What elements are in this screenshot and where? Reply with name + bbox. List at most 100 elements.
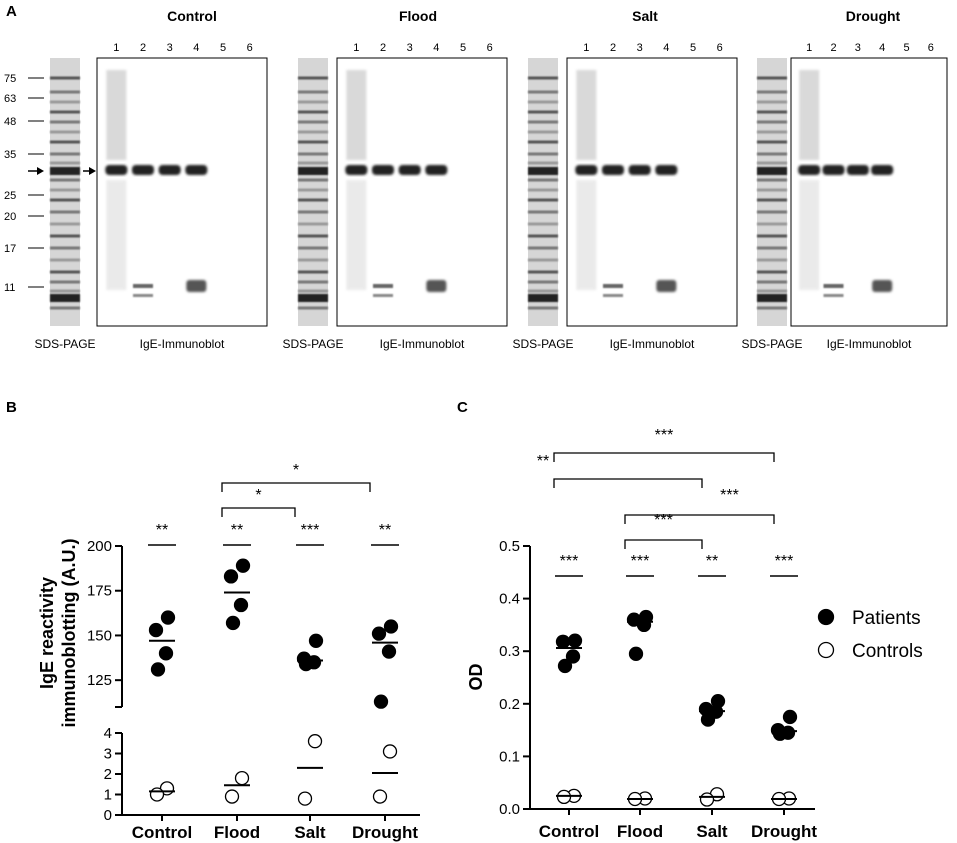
- sds-band: [757, 76, 787, 80]
- lane-number-3: 3: [637, 42, 643, 54]
- sds-band: [757, 289, 787, 293]
- sds-band: [50, 188, 80, 192]
- sds-band: [757, 294, 787, 302]
- b-patients-point: [235, 558, 251, 573]
- b-x-label-flood: Flood: [214, 823, 260, 842]
- sds-band: [528, 294, 558, 302]
- blot-band-main: [185, 165, 208, 175]
- sds-band: [757, 306, 787, 310]
- sds-band: [757, 100, 787, 104]
- lane-number-1: 1: [806, 42, 812, 54]
- sds-band: [298, 188, 328, 192]
- c-x-label-drought: Drought: [751, 822, 817, 841]
- gel-panel-flood: Flood SDS-PAGE IgE-Immunoblot 1 2 3 4 5 6: [282, 8, 508, 351]
- blot-label: IgE-Immunoblot: [380, 337, 465, 351]
- sds-band: [298, 210, 328, 214]
- sds-lane: [528, 58, 558, 326]
- sds-band: [528, 100, 558, 104]
- c-x-label-salt: Salt: [696, 822, 728, 841]
- panel-c-chart: C 0.0 0.1 0.2 0.3 0.4 0.5 Control Flood Salt Drou…: [457, 399, 923, 841]
- sds-band: [50, 234, 80, 238]
- b-controls-point: [297, 791, 313, 806]
- sds-band: [50, 289, 80, 293]
- sds-label: SDS-PAGE: [34, 337, 95, 351]
- b-sig-bracket: [221, 507, 296, 517]
- sds-band: [528, 152, 558, 156]
- sds-band: [50, 152, 80, 156]
- sds-band: [298, 270, 328, 274]
- c-patients-point: [555, 634, 571, 649]
- sds-band: [528, 178, 558, 182]
- c-sig-bracket: [553, 452, 775, 462]
- sds-band: [50, 280, 80, 284]
- lane-number-4: 4: [663, 42, 669, 54]
- blot-smear: [799, 180, 820, 290]
- b-sig-bracket: [221, 482, 371, 492]
- lane-number-3: 3: [407, 42, 413, 54]
- b-patients-point: [158, 646, 174, 661]
- blot-band-main: [132, 165, 154, 175]
- sds-band: [298, 280, 328, 284]
- sds-band: [528, 161, 558, 165]
- sds-band: [50, 210, 80, 214]
- c-sig-label: ***: [560, 553, 579, 570]
- b-tick-label-3: 3: [104, 746, 112, 763]
- gel-panel-drought: Drought SDS-PAGE IgE-Immunoblot 1 2 3 4 5 6: [741, 8, 948, 351]
- panel-c-ylabel: OD: [466, 663, 486, 690]
- b-patients-point: [233, 597, 249, 613]
- c-sig-label: ***: [775, 553, 794, 570]
- blot-band-low: [872, 280, 893, 292]
- sds-band: [757, 222, 787, 226]
- sds-band: [50, 90, 80, 94]
- b-controls-point: [372, 789, 388, 804]
- sds-band: [528, 120, 558, 124]
- sds-band: [757, 178, 787, 182]
- lane-number-4: 4: [433, 42, 439, 54]
- b-sig-label: **: [156, 522, 168, 539]
- c-tick-label-0.5: 0.5: [499, 538, 520, 555]
- marker-label-48: 48: [4, 116, 16, 128]
- sds-band: [757, 280, 787, 284]
- sds-band: [757, 90, 787, 94]
- c-sig-label: ***: [720, 487, 739, 504]
- blot-label: IgE-Immunoblot: [140, 337, 225, 351]
- c-sig-label: ***: [655, 427, 674, 444]
- sds-band: [757, 210, 787, 214]
- blot-band-main: [655, 165, 678, 175]
- lane-number-2: 2: [610, 42, 616, 54]
- b-patients-point: [373, 694, 389, 709]
- sds-band: [757, 234, 787, 238]
- marker-label-11: 11: [4, 282, 15, 294]
- b-controls-point: [382, 744, 398, 759]
- sds-band: [298, 152, 328, 156]
- sds-band: [528, 246, 558, 250]
- panel-c-marks: *** *** ** **************: [537, 427, 798, 807]
- gel-title: Salt: [632, 8, 658, 24]
- blot-band-low: [373, 284, 393, 288]
- blot-band-main: [628, 165, 651, 175]
- marker-label-17: 17: [4, 243, 16, 255]
- sds-label: SDS-PAGE: [512, 337, 573, 351]
- sds-band: [298, 140, 328, 144]
- c-sig-bracket: [553, 478, 703, 488]
- panel-b-ylabel-line2: immunoblotting (A.U.): [59, 539, 79, 728]
- sds-band: [50, 140, 80, 144]
- panel-b-letter: B: [6, 399, 17, 416]
- marker-label-63: 63: [4, 93, 16, 105]
- lane-number-6: 6: [928, 42, 934, 54]
- b-patients-point: [150, 662, 166, 677]
- lane-number-5: 5: [220, 42, 226, 54]
- sds-band: [298, 246, 328, 250]
- blot-band-main: [372, 165, 394, 175]
- b-sig-label: **: [231, 522, 243, 539]
- sds-band: [528, 188, 558, 192]
- c-patients-point: [557, 658, 573, 674]
- b-x-label-drought: Drought: [352, 823, 418, 842]
- sds-band: [757, 110, 787, 114]
- panel-b-marks: ** ** *** ****: [148, 462, 399, 806]
- sds-band: [757, 258, 787, 262]
- legend-label-controls: Controls: [852, 641, 923, 662]
- sds-band: [757, 140, 787, 144]
- c-sig-label: ***: [631, 553, 650, 570]
